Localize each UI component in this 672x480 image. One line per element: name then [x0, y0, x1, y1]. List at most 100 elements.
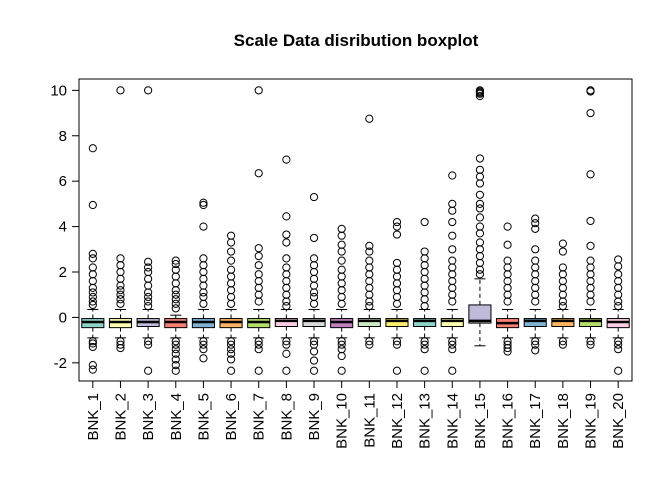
x-tick-label: BNK_6: [223, 393, 240, 441]
outlier-point: [144, 267, 153, 277]
outlier-point: [531, 283, 540, 293]
outlier-point: [116, 254, 125, 263]
outlier-point: [309, 299, 319, 308]
outlier-point: [475, 190, 485, 199]
outlier-point: [144, 281, 153, 290]
outlier-point: [226, 355, 236, 364]
y-tick-label: -2: [54, 355, 67, 372]
outlier-point: [475, 252, 485, 261]
outlier-point: [503, 270, 512, 279]
outlier-point: [226, 299, 236, 308]
outlier-point: [282, 263, 291, 272]
x-tick-label: BNK_7: [251, 393, 268, 441]
outlier-point: [309, 292, 319, 302]
box-BNK_16: [496, 222, 520, 356]
outlier-point: [392, 286, 402, 295]
plot-frame: [78, 78, 633, 382]
outlier-point: [614, 345, 623, 354]
outlier-point: [448, 283, 457, 293]
outlier-point: [116, 267, 125, 277]
box-body: [578, 318, 603, 328]
x-tick-label: BNK_5: [195, 393, 212, 441]
outlier-point: [199, 345, 208, 354]
outlier-point: [558, 340, 567, 349]
outlier-point: [365, 301, 374, 311]
x-tick-label: BNK_14: [444, 393, 461, 449]
outlier-point: [282, 297, 291, 306]
outlier-point: [558, 270, 567, 279]
outlier-point: [199, 292, 208, 302]
outlier-point: [116, 261, 125, 270]
outlier-point: [392, 258, 402, 268]
box-body: [551, 318, 575, 328]
outlier-point: [475, 213, 485, 222]
outlier-point: [254, 244, 263, 253]
outlier-point: [558, 297, 567, 306]
outlier-point: [199, 340, 208, 349]
outlier-point: [254, 297, 263, 306]
outlier-point: [254, 86, 263, 95]
outlier-point: [586, 170, 595, 179]
outlier-point: [365, 270, 374, 279]
outlier-point: [171, 349, 180, 358]
outlier-point: [282, 349, 291, 358]
outlier-point: [365, 247, 374, 256]
outlier-point: [226, 286, 236, 295]
outlier-point: [337, 345, 346, 354]
outlier-point: [337, 231, 346, 240]
x-tick-label: BNK_12: [389, 393, 406, 449]
outlier-point: [226, 340, 236, 349]
box-BNK_15: [468, 86, 492, 347]
box-BNK_3: [136, 86, 160, 375]
outlier-point: [337, 272, 346, 281]
outlier-point: [88, 342, 97, 352]
x-axis: BNK_1 BNK_2 BNK_3 BNK_4 BNK_5 BNK_6 BNK_7 BNK_8…: [85, 380, 627, 449]
outlier-point: [586, 283, 595, 293]
outlier-point: [171, 256, 180, 265]
outlier-point: [365, 276, 374, 286]
outlier-point: [88, 361, 97, 370]
outlier-point: [309, 261, 319, 270]
outlier-point: [144, 263, 153, 272]
outlier-point: [392, 272, 402, 281]
outlier-point: [475, 172, 485, 181]
outlier-point: [171, 279, 180, 288]
outlier-point: [171, 272, 180, 281]
outlier-point: [392, 340, 402, 349]
outlier-point: [282, 230, 291, 239]
outlier-point: [420, 254, 429, 263]
box-BNK_8: [274, 155, 298, 375]
outlier-point: [226, 265, 236, 274]
outlier-point: [448, 263, 457, 272]
box-BNK_13: [413, 217, 437, 375]
x-tick-label: BNK_16: [500, 393, 517, 449]
outlier-point: [448, 297, 457, 306]
outlier-point: [420, 366, 429, 375]
x-tick-label: BNK_8: [278, 393, 295, 441]
outlier-point: [503, 240, 512, 249]
y-tick-label: 8: [59, 128, 67, 145]
outlier-point: [365, 241, 374, 250]
outlier-point: [88, 339, 97, 348]
outlier-point: [392, 366, 402, 375]
outlier-point: [199, 288, 208, 297]
x-tick-label: BNK_11: [361, 393, 378, 448]
outlier-point: [144, 340, 153, 349]
outlier-point: [503, 343, 512, 353]
outlier-point: [171, 290, 180, 299]
outlier-point: [531, 224, 540, 233]
outlier-point: [420, 217, 429, 227]
outlier-point: [420, 281, 429, 290]
outlier-point: [503, 276, 512, 286]
outlier-point: [171, 361, 180, 370]
x-tick-label: BNK_1: [85, 393, 102, 441]
outlier-point: [144, 297, 153, 306]
outlier-point: [586, 263, 595, 272]
outlier-point: [531, 290, 540, 299]
outlier-point: [309, 254, 319, 263]
outlier-point: [614, 290, 623, 299]
outlier-point: [116, 299, 125, 308]
outlier-point: [282, 283, 291, 293]
outlier-point: [144, 301, 153, 311]
outlier-point: [531, 346, 540, 355]
